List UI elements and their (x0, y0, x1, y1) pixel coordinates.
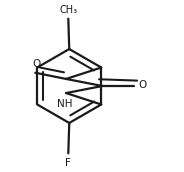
Text: NH: NH (57, 99, 73, 109)
Text: O: O (139, 80, 147, 90)
Text: O: O (32, 59, 40, 69)
Text: F: F (65, 158, 71, 168)
Text: CH₃: CH₃ (59, 5, 77, 15)
